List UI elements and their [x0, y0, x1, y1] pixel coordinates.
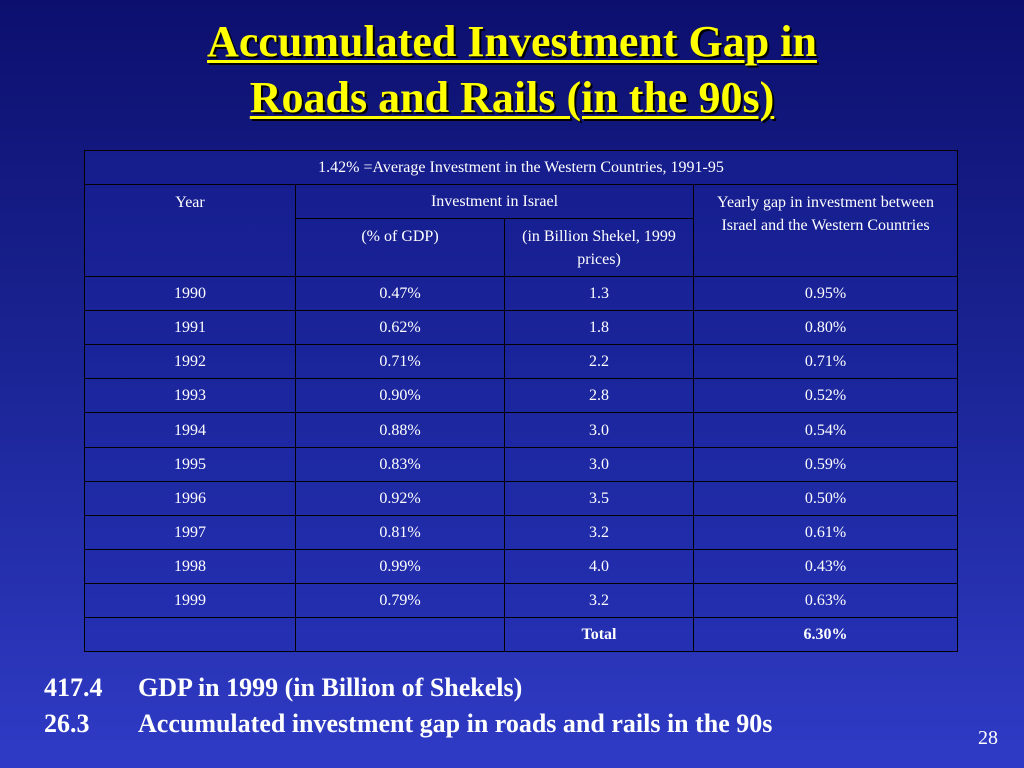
table-row: 1996 0.92% 3.5 0.50%: [84, 480, 959, 516]
footer-text: Accumulated investment gap in roads and …: [138, 709, 773, 738]
cell-billion: 3.0: [504, 446, 694, 482]
cell-year: 1997: [84, 514, 296, 550]
cell-year: 1991: [84, 310, 296, 346]
table-caption-row: 1.42% =Average Investment in the Western…: [83, 149, 959, 186]
page-number: 28: [978, 727, 998, 749]
table-header-row: Year Investment in Israel Yearly gap in …: [84, 184, 959, 278]
cell-gap: 0.43%: [692, 548, 959, 584]
total-label: Total: [504, 616, 694, 653]
cell-year: 1998: [84, 548, 296, 584]
cell-gap: 0.63%: [692, 582, 959, 618]
cell-pct-gdp: 0.88%: [295, 412, 505, 448]
cell-pct-gdp: 0.71%: [295, 344, 505, 380]
table-total-row: Total 6.30%: [84, 616, 959, 653]
table-caption: 1.42% =Average Investment in the Western…: [83, 149, 959, 186]
cell-pct-gdp: 0.99%: [295, 548, 505, 584]
cell-gap: 0.80%: [692, 310, 959, 346]
header-gap: Yearly gap in investment between Israel …: [692, 184, 959, 278]
header-year: Year: [84, 184, 296, 278]
footer-line-gap: 26.3 Accumulated investment gap in roads …: [44, 708, 772, 740]
table-subheader-row: (% of GDP) (in Billion Shekel, 1999 pric…: [85, 218, 958, 278]
cell-billion: 3.5: [504, 480, 694, 516]
cell-pct-gdp: 0.90%: [295, 378, 505, 414]
cell-gap: 0.95%: [692, 276, 959, 312]
cell-billion: 1.3: [504, 276, 694, 312]
table-row: 1995 0.83% 3.0 0.59%: [84, 446, 959, 482]
slide-title-line-2: Roads and Rails (in the 90s): [249, 73, 775, 122]
header-investment: Investment in Israel: [295, 184, 694, 220]
footer-text: GDP in 1999 (in Billion of Shekels): [138, 673, 523, 702]
table-row: 1991 0.62% 1.8 0.80%: [84, 310, 959, 346]
cell-gap: 0.52%: [692, 378, 959, 414]
total-value: 6.30%: [692, 616, 959, 653]
cell-pct-gdp: 0.62%: [295, 310, 505, 346]
table-row: 1992 0.71% 2.2 0.71%: [84, 344, 959, 380]
header-pct-gdp: (% of GDP): [295, 218, 505, 278]
cell-billion: 2.2: [504, 344, 694, 380]
cell-pct-gdp: 0.81%: [295, 514, 505, 550]
table-row: 1998 0.99% 4.0 0.43%: [84, 548, 959, 584]
table-row: 1993 0.90% 2.8 0.52%: [84, 378, 959, 414]
footer-number: 417.4: [44, 673, 103, 702]
cell-gap: 0.50%: [692, 480, 959, 516]
cell-billion: 4.0: [504, 548, 694, 584]
footer-line-gdp: 417.4 GDP in 1999 (in Billion of Shekels): [44, 672, 522, 704]
table-row: 1994 0.88% 3.0 0.54%: [84, 412, 959, 448]
cell-gap: 0.54%: [692, 412, 959, 448]
cell-pct-gdp: 0.92%: [295, 480, 505, 516]
cell-year: 1995: [84, 446, 296, 482]
header-billion: (in Billion Shekel, 1999 prices): [504, 218, 694, 278]
cell-year: 1993: [84, 378, 296, 414]
cell-year: 1996: [84, 480, 296, 516]
investment-table: 1.42% =Average Investment in the Western…: [83, 149, 959, 653]
cell-year: 1992: [84, 344, 296, 380]
cell-year: 1994: [84, 412, 296, 448]
cell-pct-gdp: 0.83%: [295, 446, 505, 482]
slide-title: Accumulated Investment Gap in Roads and …: [0, 14, 1024, 126]
footer-number: 26.3: [44, 709, 90, 738]
table-row: 1999 0.79% 3.2 0.63%: [84, 582, 959, 618]
slide-title-line-1: Accumulated Investment Gap in: [207, 17, 817, 66]
cell-billion: 3.0: [504, 412, 694, 448]
cell-gap: 0.71%: [692, 344, 959, 380]
cell-billion: 3.2: [504, 514, 694, 550]
cell-empty: [84, 616, 296, 653]
table-row: 1997 0.81% 3.2 0.61%: [84, 514, 959, 550]
cell-billion: 1.8: [504, 310, 694, 346]
cell-empty: [295, 616, 505, 653]
cell-pct-gdp: 0.79%: [295, 582, 505, 618]
cell-year: 1999: [84, 582, 296, 618]
table-row: 1990 0.47% 1.3 0.95%: [84, 276, 959, 312]
cell-billion: 2.8: [504, 378, 694, 414]
cell-year: 1990: [84, 276, 296, 312]
cell-billion: 3.2: [504, 582, 694, 618]
cell-pct-gdp: 0.47%: [295, 276, 505, 312]
cell-gap: 0.61%: [692, 514, 959, 550]
cell-gap: 0.59%: [692, 446, 959, 482]
